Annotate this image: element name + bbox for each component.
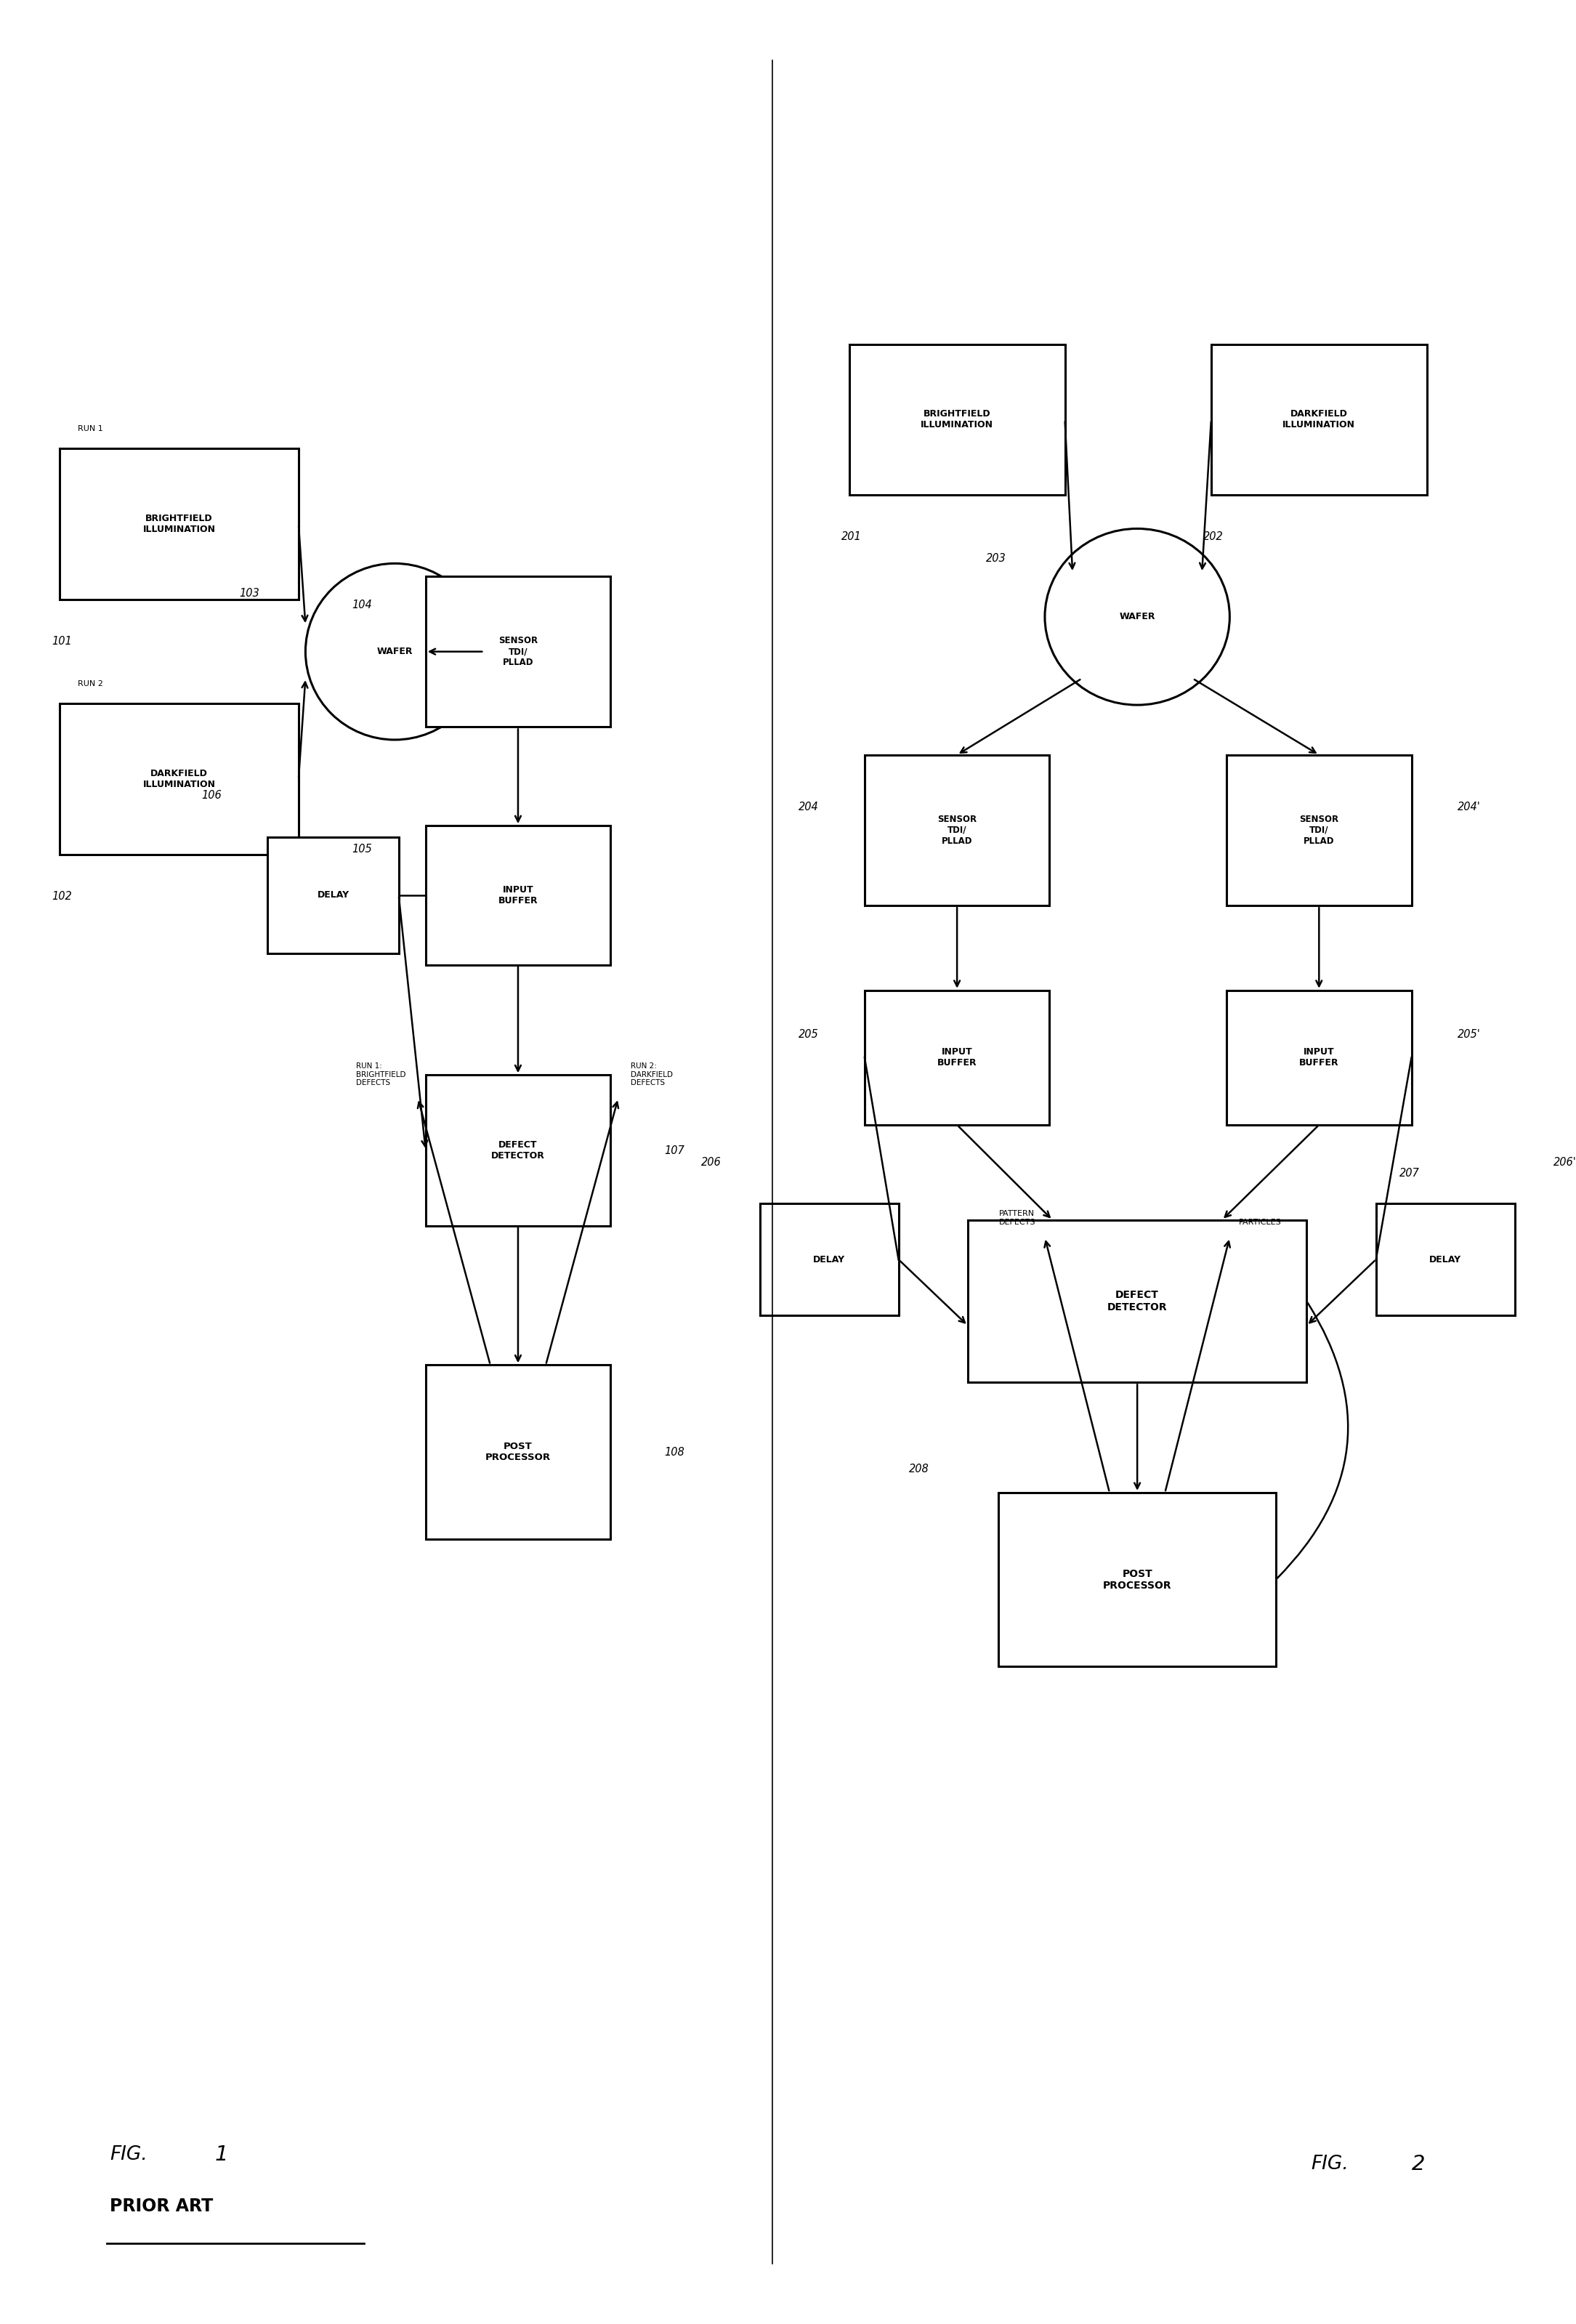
Text: SENSOR
TDI/
PLLAD: SENSOR TDI/ PLLAD	[1299, 816, 1338, 846]
Text: DARKFIELD
ILLUMINATION: DARKFIELD ILLUMINATION	[143, 769, 216, 790]
FancyBboxPatch shape	[60, 449, 298, 600]
FancyBboxPatch shape	[1212, 344, 1426, 495]
FancyBboxPatch shape	[426, 825, 610, 964]
Text: 102: 102	[52, 890, 72, 902]
Text: PRIOR ART: PRIOR ART	[110, 2196, 213, 2215]
Text: 201: 201	[842, 532, 862, 541]
Text: 204: 204	[797, 802, 818, 813]
FancyBboxPatch shape	[1376, 1204, 1515, 1315]
Text: 206': 206'	[1552, 1157, 1576, 1167]
Text: 103: 103	[240, 588, 260, 600]
Text: WAFER: WAFER	[1119, 611, 1155, 621]
Text: RUN 2:
DARKFIELD
DEFECTS: RUN 2: DARKFIELD DEFECTS	[630, 1062, 673, 1088]
Text: INPUT
BUFFER: INPUT BUFFER	[938, 1048, 977, 1067]
Text: WAFER: WAFER	[377, 646, 413, 655]
Text: INPUT
BUFFER: INPUT BUFFER	[498, 885, 537, 906]
Text: 104: 104	[351, 600, 372, 611]
Ellipse shape	[306, 562, 484, 739]
FancyBboxPatch shape	[865, 755, 1050, 906]
Text: FIG.: FIG.	[110, 2145, 148, 2164]
Text: 108: 108	[665, 1446, 684, 1457]
Text: DEFECT
DETECTOR: DEFECT DETECTOR	[492, 1141, 545, 1160]
Text: 203: 203	[987, 553, 1007, 565]
Text: POST
PROCESSOR: POST PROCESSOR	[485, 1441, 550, 1462]
Text: 207: 207	[1399, 1169, 1420, 1178]
Text: BRIGHTFIELD
ILLUMINATION: BRIGHTFIELD ILLUMINATION	[143, 514, 216, 535]
Text: DARKFIELD
ILLUMINATION: DARKFIELD ILLUMINATION	[1283, 409, 1355, 430]
Text: POST
PROCESSOR: POST PROCESSOR	[1103, 1569, 1171, 1590]
FancyBboxPatch shape	[268, 837, 399, 953]
Text: 204': 204'	[1458, 802, 1481, 813]
Text: 205': 205'	[1458, 1030, 1481, 1039]
Text: 107: 107	[665, 1146, 684, 1155]
Text: 208: 208	[909, 1464, 930, 1476]
Text: DELAY: DELAY	[1429, 1255, 1461, 1264]
Text: 2: 2	[1412, 2154, 1425, 2175]
Text: RUN 1: RUN 1	[77, 425, 102, 432]
Text: RUN 2: RUN 2	[77, 681, 102, 688]
Text: 202: 202	[1204, 532, 1223, 541]
FancyBboxPatch shape	[760, 1204, 898, 1315]
FancyBboxPatch shape	[1226, 990, 1412, 1125]
Text: 206: 206	[701, 1157, 722, 1167]
Text: FIG.: FIG.	[1311, 2154, 1349, 2173]
Text: PATTERN
DEFECTS: PATTERN DEFECTS	[999, 1211, 1035, 1225]
FancyBboxPatch shape	[999, 1492, 1277, 1666]
FancyBboxPatch shape	[849, 344, 1065, 495]
FancyBboxPatch shape	[60, 704, 298, 855]
Text: DEFECT
DETECTOR: DEFECT DETECTOR	[1108, 1290, 1168, 1313]
Text: SENSOR
TDI/
PLLAD: SENSOR TDI/ PLLAD	[498, 637, 537, 667]
Text: 1: 1	[214, 2145, 229, 2166]
FancyBboxPatch shape	[968, 1220, 1307, 1383]
Text: 205: 205	[797, 1030, 818, 1039]
Text: 101: 101	[52, 637, 72, 646]
Text: PARTICLES: PARTICLES	[1239, 1218, 1281, 1225]
Text: BRIGHTFIELD
ILLUMINATION: BRIGHTFIELD ILLUMINATION	[920, 409, 993, 430]
Text: 106: 106	[202, 790, 222, 802]
Text: DELAY: DELAY	[317, 890, 350, 899]
Text: DELAY: DELAY	[813, 1255, 845, 1264]
Text: 105: 105	[351, 844, 372, 855]
Text: INPUT
BUFFER: INPUT BUFFER	[1299, 1048, 1340, 1067]
FancyBboxPatch shape	[426, 1364, 610, 1538]
FancyBboxPatch shape	[426, 576, 610, 727]
Text: SENSOR
TDI/
PLLAD: SENSOR TDI/ PLLAD	[938, 816, 977, 846]
FancyBboxPatch shape	[426, 1076, 610, 1225]
FancyBboxPatch shape	[865, 990, 1050, 1125]
Text: RUN 1:
BRIGHTFIELD
DEFECTS: RUN 1: BRIGHTFIELD DEFECTS	[356, 1062, 405, 1088]
FancyBboxPatch shape	[1226, 755, 1412, 906]
Ellipse shape	[1045, 528, 1229, 704]
